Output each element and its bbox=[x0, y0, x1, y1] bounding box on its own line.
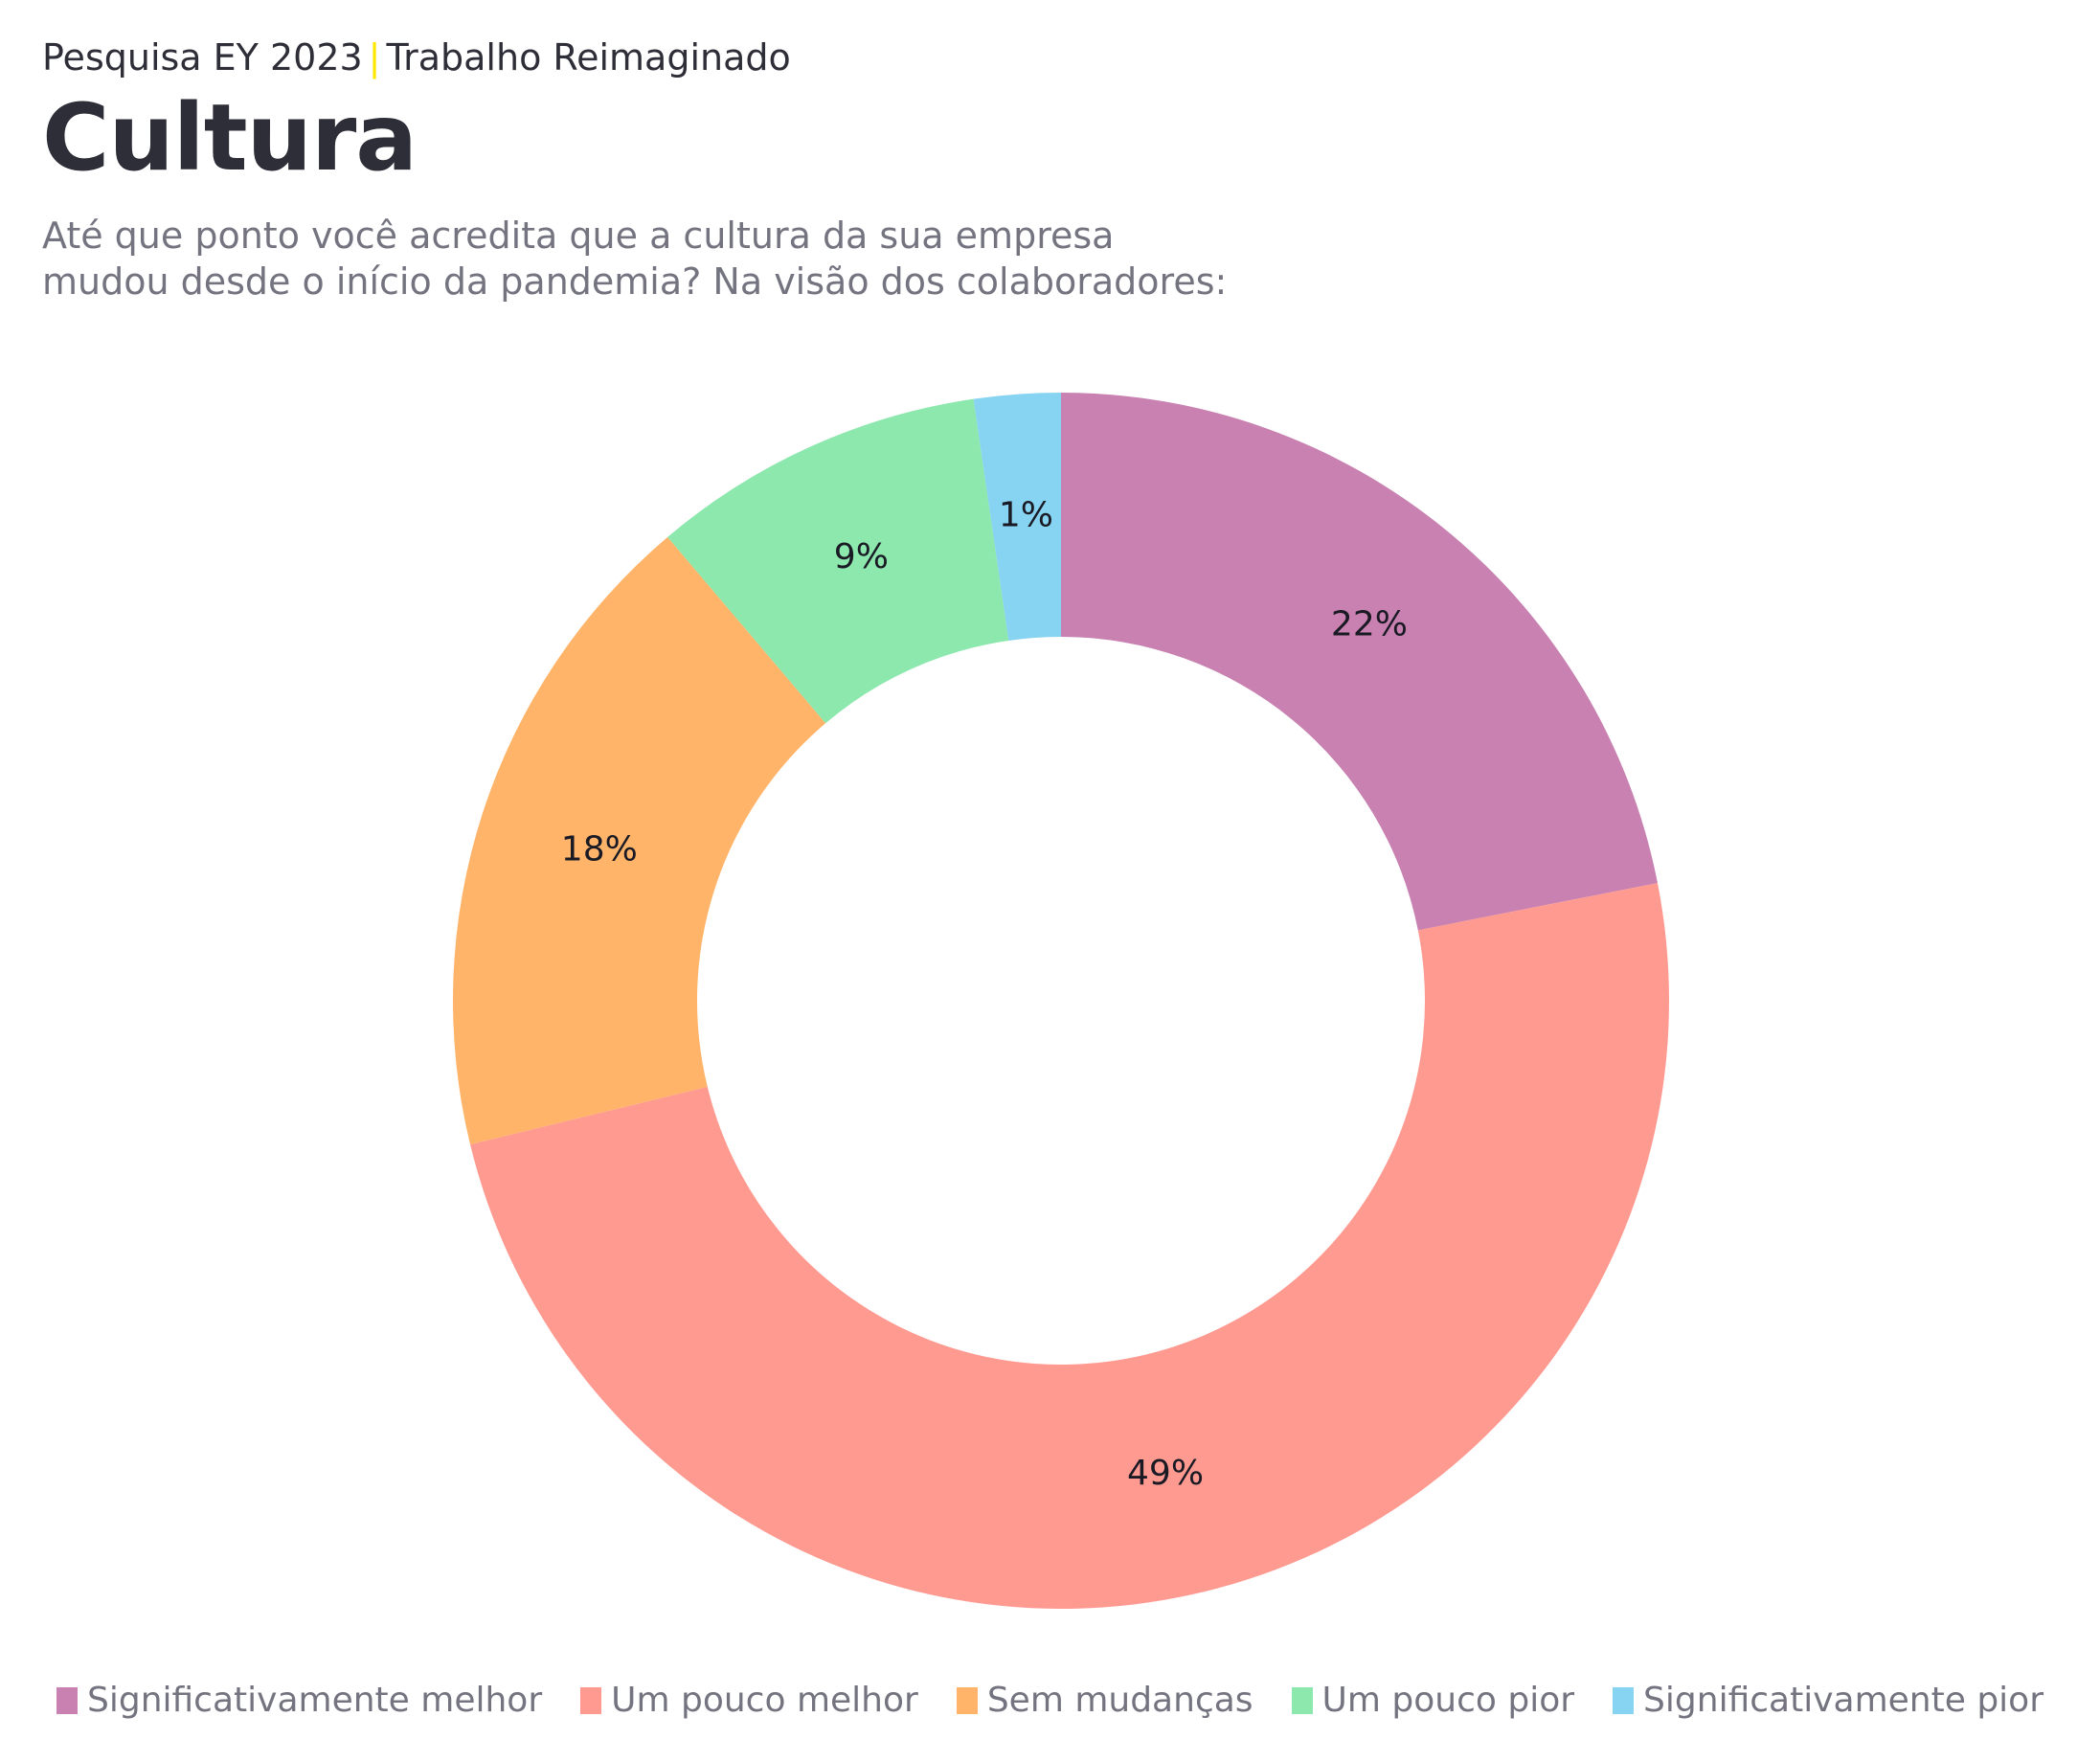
slice-label-sem-mudancas: 18% bbox=[561, 829, 638, 869]
legend-item-significativamente-melhor[interactable]: Significativamente melhor bbox=[56, 1681, 542, 1720]
slice-label-significativamente-pior: 1% bbox=[999, 495, 1053, 534]
legend-label: Sem mudanças bbox=[986, 1681, 1253, 1720]
slice-label-um-pouco-melhor: 49% bbox=[1127, 1454, 1204, 1493]
legend-label: Significativamente pior bbox=[1643, 1681, 2044, 1720]
donut-labels: 22% 49% 18% 9% 1% bbox=[561, 495, 1408, 1493]
slice-label-um-pouco-pior: 9% bbox=[834, 537, 889, 576]
legend-swatch bbox=[1613, 1686, 1635, 1714]
header-series-name: Trabalho Reimaginado bbox=[386, 36, 791, 79]
slice-label-significativamente-melhor: 22% bbox=[1331, 604, 1408, 644]
legend-swatch bbox=[1291, 1686, 1313, 1714]
legend-swatch bbox=[580, 1686, 602, 1714]
slice-significativamente-pior[interactable] bbox=[973, 393, 1061, 641]
chart-title: Cultura bbox=[42, 84, 418, 192]
legend-swatch bbox=[956, 1686, 978, 1714]
slice-um-pouco-melhor[interactable] bbox=[470, 883, 1670, 1610]
slice-um-pouco-pior[interactable] bbox=[667, 398, 1009, 724]
slice-significativamente-melhor[interactable] bbox=[1061, 393, 1658, 931]
header-brand: Pesquisa EY 2023 bbox=[42, 36, 363, 79]
legend-item-sem-mudancas[interactable]: Sem mudanças bbox=[956, 1681, 1253, 1720]
subtitle-line-1: Até que ponto você acredita que a cultur… bbox=[42, 215, 1115, 257]
legend-label: Significativamente melhor bbox=[86, 1681, 543, 1720]
header-separator: | bbox=[368, 36, 381, 79]
donut-slices bbox=[452, 393, 1670, 1610]
subtitle-line-2: mudou desde o início da pandemia? Na vis… bbox=[42, 260, 1228, 303]
chart-legend: Significativamente melhor Um pouco melhor… bbox=[0, 1681, 2100, 1720]
legend-item-um-pouco-melhor[interactable]: Um pouco melhor bbox=[580, 1681, 918, 1720]
legend-label: Um pouco pior bbox=[1321, 1681, 1575, 1720]
chart-subtitle: Até que ponto você acredita que a cultur… bbox=[42, 213, 1227, 305]
legend-swatch bbox=[56, 1686, 78, 1714]
donut-chart: 22% 49% 18% 9% 1% bbox=[452, 393, 1670, 1610]
chart-header: Pesquisa EY 2023 | Trabalho Reimaginado bbox=[42, 36, 791, 79]
legend-item-um-pouco-pior[interactable]: Um pouco pior bbox=[1291, 1681, 1575, 1720]
slice-sem-mudancas[interactable] bbox=[452, 536, 826, 1145]
legend-label: Um pouco melhor bbox=[611, 1681, 918, 1720]
legend-item-significativamente-pior[interactable]: Significativamente pior bbox=[1613, 1681, 2044, 1720]
